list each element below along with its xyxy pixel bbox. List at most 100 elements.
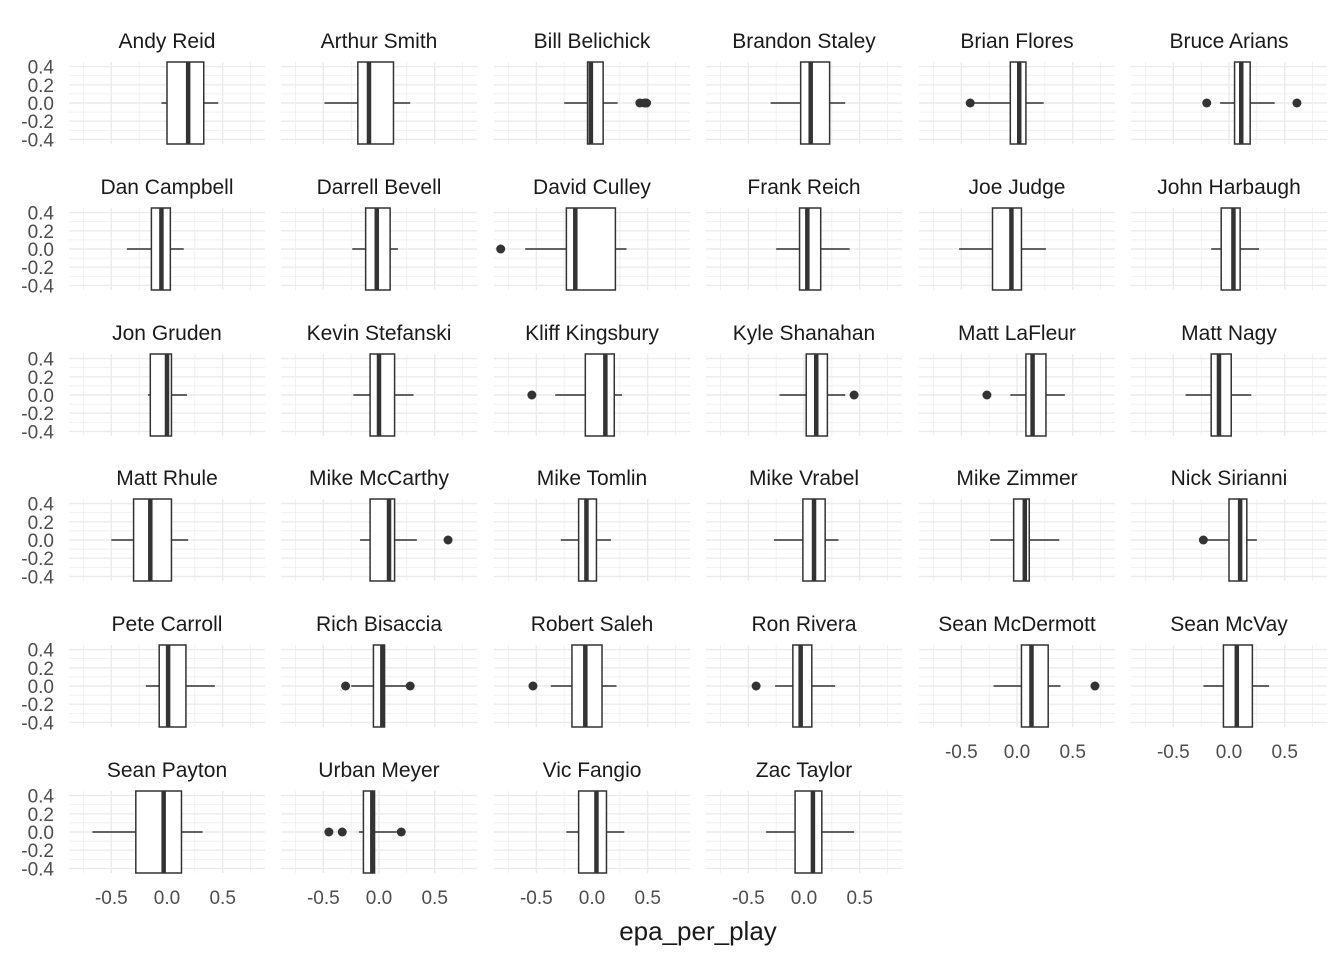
y-tick-label: 0.0 bbox=[28, 531, 54, 552]
panel-title: Nick Sirianni bbox=[1171, 467, 1288, 490]
panel-bruce-arians: Bruce Arians bbox=[1131, 30, 1327, 145]
box-iqr bbox=[369, 353, 396, 437]
x-tick-label: -0.5 bbox=[1157, 742, 1190, 763]
outlier-point bbox=[528, 681, 538, 691]
panel-title: Frank Reich bbox=[747, 176, 860, 199]
box-iqr bbox=[799, 61, 831, 145]
outlier-point bbox=[1198, 535, 1208, 545]
outlier-point bbox=[1202, 98, 1212, 108]
y-tick-label: 0.2 bbox=[28, 513, 54, 534]
y-tick-label: 0.4 bbox=[28, 787, 55, 808]
y-tick-label: 0.2 bbox=[28, 805, 54, 826]
x-tick-label: 0.5 bbox=[1059, 742, 1085, 763]
outlier-point bbox=[337, 827, 347, 837]
x-tick-label: -0.5 bbox=[945, 742, 978, 763]
panel-title: Brandon Staley bbox=[732, 30, 876, 53]
panel-mike-tomlin: Mike Tomlin bbox=[494, 467, 690, 582]
panel-title: Darrell Bevell bbox=[317, 176, 442, 199]
outlier-point bbox=[341, 681, 351, 691]
x-tick-label: -0.5 bbox=[732, 888, 765, 909]
y-tick-label: -0.4 bbox=[21, 859, 54, 880]
panel-title: Mike McCarthy bbox=[309, 467, 450, 490]
x-tick-label: 0.5 bbox=[846, 888, 872, 909]
y-tick-label: -0.2 bbox=[21, 549, 54, 570]
y-tick-label: -0.4 bbox=[21, 567, 54, 588]
panel-title: John Harbaugh bbox=[1157, 176, 1301, 199]
panel-david-culley: David Culley bbox=[494, 176, 690, 291]
panel-ron-rivera: Ron Rivera bbox=[706, 613, 902, 728]
panel-pete-carroll: Pete Carroll 0.40.20.0-0.2-0.4 bbox=[21, 613, 265, 734]
x-tick-label: 0.0 bbox=[1216, 742, 1242, 763]
panel-jon-gruden: Jon Gruden 0.40.20.0-0.2-0.4 bbox=[21, 322, 265, 443]
panel-title: Kyle Shanahan bbox=[733, 322, 875, 345]
panel-title: Matt Nagy bbox=[1181, 322, 1277, 345]
panel-mike-zimmer: Mike Zimmer bbox=[919, 467, 1115, 582]
outlier-point bbox=[751, 681, 761, 691]
panel-matt-lafleur: Matt LaFleur bbox=[919, 322, 1115, 437]
panel-brian-flores: Brian Flores bbox=[919, 30, 1115, 145]
box-iqr bbox=[794, 790, 823, 874]
y-tick-label: -0.4 bbox=[21, 130, 54, 151]
outlier-point bbox=[982, 390, 992, 400]
box-iqr bbox=[1020, 644, 1049, 728]
box-iqr bbox=[158, 644, 187, 728]
y-tick-label: 0.0 bbox=[28, 94, 54, 115]
panel-matt-rhule: Matt Rhule 0.40.20.0-0.2-0.4 bbox=[21, 467, 265, 588]
panel-title: Jon Gruden bbox=[112, 322, 222, 345]
panel-matt-nagy: Matt Nagy bbox=[1131, 322, 1327, 437]
panel-frank-reich: Frank Reich bbox=[706, 176, 902, 291]
y-tick-label: 0.0 bbox=[28, 386, 54, 407]
panel-title: Mike Zimmer bbox=[956, 467, 1077, 490]
x-tick-label: -0.5 bbox=[520, 888, 553, 909]
panel-sean-mcvay: Sean McVay -0.5 0.0 0.5 bbox=[1131, 613, 1327, 763]
box-iqr bbox=[166, 61, 205, 145]
box-iqr bbox=[798, 207, 822, 291]
y-tick-label: 0.4 bbox=[28, 58, 55, 79]
outlier-point bbox=[396, 827, 406, 837]
panel-rich-bisaccia: Rich Bisaccia bbox=[281, 613, 477, 728]
x-tick-label: 0.5 bbox=[634, 888, 660, 909]
y-tick-label: 0.4 bbox=[28, 495, 55, 516]
y-tick-label: -0.2 bbox=[21, 112, 54, 133]
box-iqr bbox=[135, 790, 183, 874]
y-tick-label: -0.2 bbox=[21, 695, 54, 716]
box-iqr bbox=[1220, 207, 1241, 291]
panel-title: Dan Campbell bbox=[100, 176, 233, 199]
panel-andy-reid: Andy Reid 0.40.20.0-0.2-0.4 bbox=[21, 30, 265, 151]
y-tick-label: 0.2 bbox=[28, 659, 54, 680]
y-tick-label: -0.4 bbox=[21, 276, 54, 297]
panel-mike-mccarthy: Mike McCarthy bbox=[281, 467, 477, 582]
panel-joe-judge: Joe Judge bbox=[919, 176, 1115, 291]
y-tick-label: -0.4 bbox=[21, 422, 54, 443]
y-tick-label: 0.0 bbox=[28, 823, 54, 844]
outlier-point bbox=[849, 390, 859, 400]
panel-mike-vrabel: Mike Vrabel bbox=[706, 467, 902, 582]
panel-title: Bruce Arians bbox=[1169, 30, 1288, 53]
panel-bill-belichick: Bill Belichick bbox=[494, 30, 690, 145]
panel-john-harbaugh: John Harbaugh bbox=[1131, 176, 1327, 291]
panel-urban-meyer: Urban Meyer -0.5 0.0 0.5 bbox=[281, 759, 477, 909]
panel-sean-mcdermott: Sean McDermott -0.5 0.0 0.5 bbox=[919, 613, 1115, 763]
outlier-point bbox=[324, 827, 334, 837]
x-tick-label: -0.5 bbox=[307, 888, 340, 909]
panel-title: Matt LaFleur bbox=[958, 322, 1076, 345]
x-tick-label: 0.5 bbox=[1271, 742, 1297, 763]
x-tick-label: 0.0 bbox=[154, 888, 180, 909]
panel-zac-taylor: Zac Taylor -0.5 0.0 0.5 bbox=[706, 759, 902, 909]
panel-kevin-stefanski: Kevin Stefanski bbox=[281, 322, 477, 437]
panel-title: Arthur Smith bbox=[321, 30, 438, 53]
y-tick-label: 0.2 bbox=[28, 76, 54, 97]
panel-title: Andy Reid bbox=[119, 30, 216, 53]
panel-title: Brian Flores bbox=[960, 30, 1073, 53]
y-tick-label: -0.2 bbox=[21, 404, 54, 425]
outlier-point bbox=[965, 98, 975, 108]
y-tick-label: 0.0 bbox=[28, 240, 54, 261]
x-tick-label: 0.0 bbox=[366, 888, 392, 909]
outlier-point bbox=[1292, 98, 1302, 108]
x-tick-label: 0.0 bbox=[791, 888, 817, 909]
y-tick-label: 0.2 bbox=[28, 222, 54, 243]
panel-title: Vic Fangio bbox=[543, 759, 642, 782]
